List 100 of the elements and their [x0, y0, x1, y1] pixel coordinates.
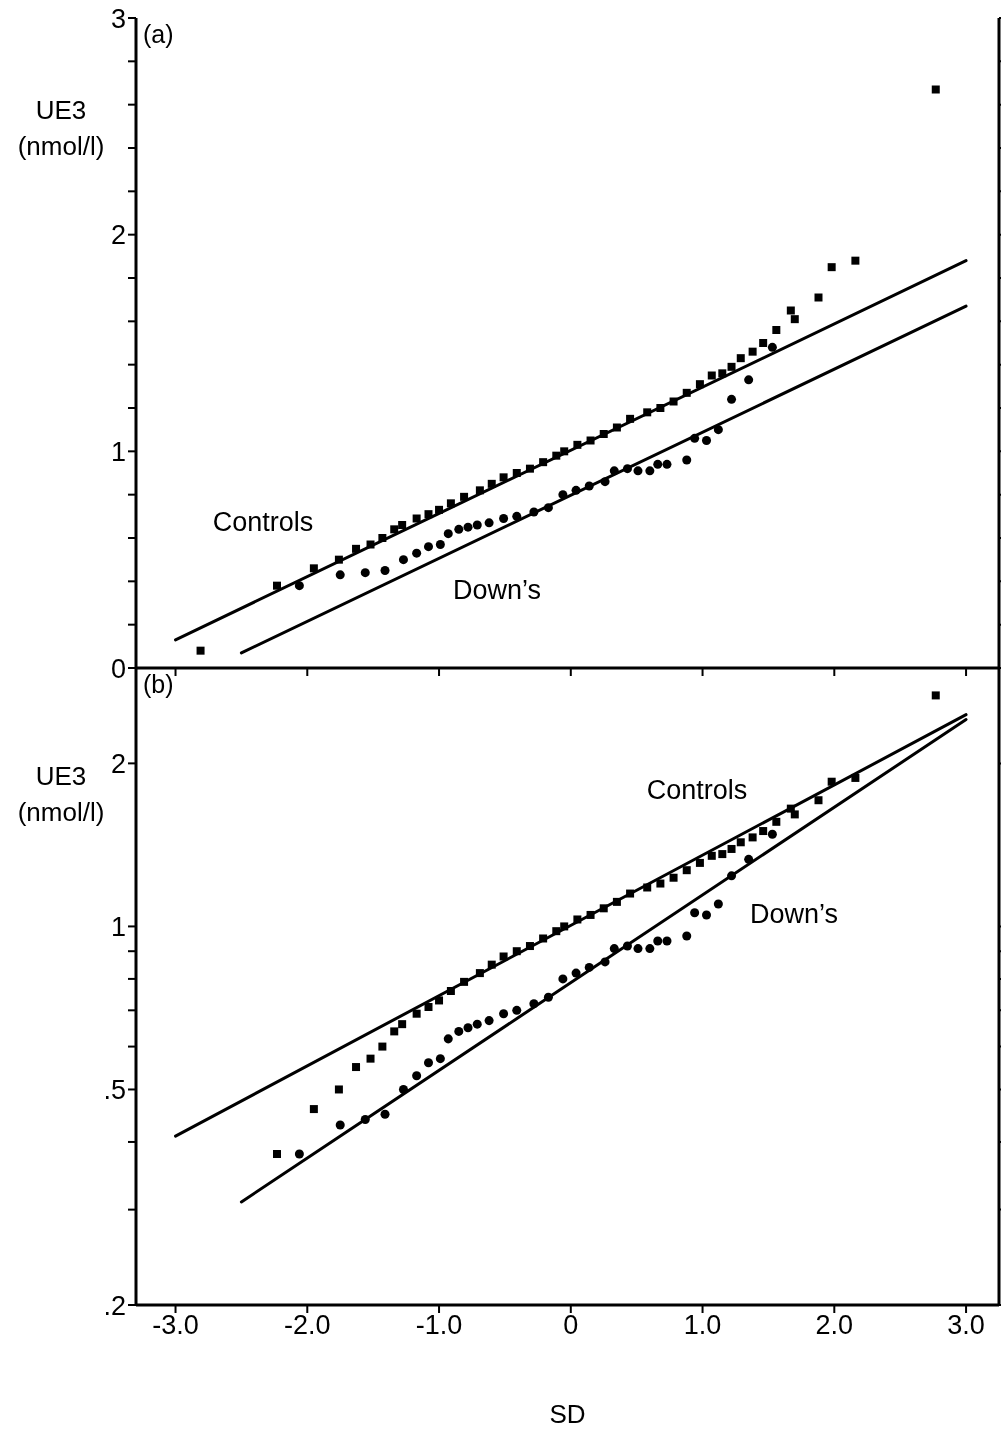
- x-tick-label: -1.0: [415, 1310, 463, 1341]
- point: [294, 1149, 304, 1159]
- x-tick-label: 2.0: [815, 1310, 854, 1341]
- point: [366, 1054, 375, 1063]
- chart-title: (b): [143, 670, 174, 699]
- point: [633, 944, 643, 954]
- point: [662, 936, 672, 946]
- point: [272, 581, 281, 590]
- point: [814, 796, 823, 805]
- point: [443, 529, 453, 539]
- point: [931, 85, 940, 94]
- point: [499, 473, 508, 482]
- point: [653, 936, 663, 946]
- point: [412, 548, 422, 558]
- point: [772, 817, 781, 826]
- point: [682, 931, 692, 941]
- point: [272, 1150, 281, 1159]
- point: [463, 1023, 473, 1033]
- point: [380, 1109, 390, 1119]
- y-tick-label: 1: [110, 912, 126, 943]
- point: [435, 539, 445, 550]
- point: [718, 850, 727, 859]
- point: [294, 581, 304, 591]
- point: [786, 306, 795, 315]
- point: [669, 873, 678, 882]
- point: [435, 1054, 445, 1064]
- point: [790, 810, 799, 819]
- point: [772, 326, 781, 334]
- point: [759, 339, 768, 347]
- point: [827, 263, 836, 272]
- point: [412, 1009, 421, 1018]
- annotation: Down’s: [749, 898, 839, 930]
- point: [633, 466, 643, 476]
- point: [398, 1020, 407, 1029]
- point: [423, 1058, 434, 1068]
- annotation: Controls: [212, 506, 314, 538]
- point: [378, 1042, 387, 1051]
- point: [744, 375, 754, 385]
- point: [335, 570, 345, 580]
- point: [463, 522, 473, 532]
- point: [499, 1009, 509, 1019]
- point: [499, 513, 509, 524]
- y-tick-label: .5: [103, 1075, 126, 1106]
- x-tick-label: 0: [563, 1310, 579, 1341]
- annotation: Down’s: [452, 574, 542, 606]
- point: [645, 944, 655, 954]
- point: [645, 466, 655, 476]
- y-tick-label: 2: [110, 220, 126, 251]
- point: [398, 521, 407, 529]
- point: [656, 879, 665, 888]
- point: [727, 844, 736, 853]
- x-tick-label: -3.0: [152, 1310, 199, 1341]
- x-tick-label: 3.0: [947, 1310, 985, 1341]
- point: [352, 1063, 361, 1072]
- point: [662, 459, 672, 469]
- point: [690, 908, 700, 918]
- y-tick-label: 1: [110, 436, 126, 467]
- point: [335, 1120, 345, 1130]
- x-tick-label: 1.0: [683, 1310, 722, 1341]
- point: [736, 354, 745, 363]
- point: [759, 827, 768, 836]
- point: [412, 514, 421, 523]
- point: [512, 1005, 522, 1015]
- point: [653, 459, 663, 469]
- point: [390, 525, 399, 534]
- point: [713, 899, 723, 909]
- point: [814, 293, 823, 302]
- point: [454, 1026, 464, 1036]
- point: [707, 851, 716, 860]
- point: [390, 1027, 399, 1036]
- point: [931, 691, 940, 700]
- point: [558, 974, 568, 984]
- x-axis-title: SD: [549, 1399, 586, 1429]
- point: [443, 1034, 453, 1044]
- point: [472, 520, 482, 530]
- point: [736, 838, 745, 847]
- point: [484, 1016, 494, 1026]
- point: [790, 315, 799, 324]
- point: [767, 342, 777, 352]
- point: [748, 347, 757, 356]
- point: [767, 829, 777, 839]
- point: [454, 524, 464, 534]
- point: [423, 542, 434, 552]
- point: [707, 371, 716, 380]
- point: [380, 565, 390, 576]
- point: [472, 1019, 482, 1029]
- point: [196, 646, 205, 655]
- point: [695, 858, 704, 867]
- point: [398, 555, 408, 565]
- point: [701, 910, 712, 920]
- point: [682, 455, 692, 465]
- y-tick-label: .2: [103, 1290, 126, 1321]
- x-tick-label: -2.0: [284, 1310, 331, 1341]
- point: [334, 1085, 343, 1094]
- y-tick-label: 0: [110, 653, 126, 684]
- point: [748, 833, 757, 842]
- y-axis-title: UE3 (nmol/l): [16, 94, 106, 163]
- chart-title: (a): [143, 20, 174, 49]
- point: [682, 866, 691, 875]
- annotation: Controls: [646, 774, 748, 806]
